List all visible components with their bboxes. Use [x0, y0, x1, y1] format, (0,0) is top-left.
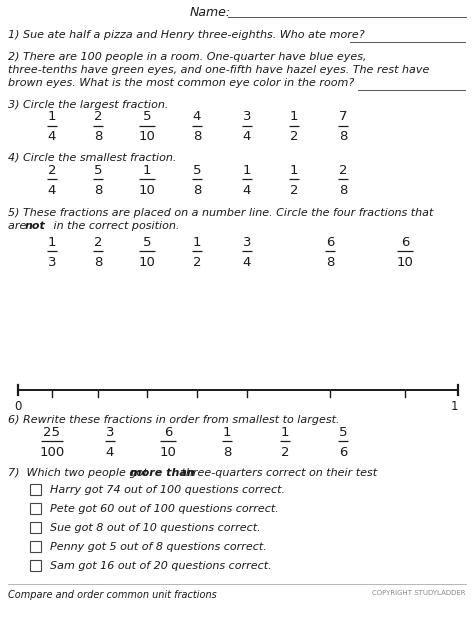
Text: 4: 4 — [243, 256, 251, 268]
Text: more than: more than — [130, 468, 195, 478]
Text: 3: 3 — [106, 426, 114, 438]
Bar — [30, 560, 41, 571]
Text: 5: 5 — [193, 164, 201, 176]
Bar — [30, 503, 41, 514]
Text: 5) These fractions are placed on a number line. Circle the four fractions that: 5) These fractions are placed on a numbe… — [8, 208, 433, 218]
Text: 1: 1 — [243, 164, 251, 176]
Text: 8: 8 — [339, 183, 347, 197]
Text: COPYRIGHT STUDYLADDER: COPYRIGHT STUDYLADDER — [373, 590, 466, 596]
Text: 8: 8 — [193, 183, 201, 197]
Text: 10: 10 — [397, 256, 413, 268]
Text: three-tenths have green eyes, and one-fifth have hazel eyes. The rest have: three-tenths have green eyes, and one-fi… — [8, 65, 429, 75]
Text: 8: 8 — [94, 183, 102, 197]
Text: Name:: Name: — [190, 6, 231, 20]
Text: 6: 6 — [326, 236, 334, 249]
Bar — [30, 541, 41, 552]
Bar — [30, 522, 41, 533]
Text: Compare and order common unit fractions: Compare and order common unit fractions — [8, 590, 217, 600]
Text: 8: 8 — [94, 130, 102, 144]
Text: Penny got 5 out of 8 questions correct.: Penny got 5 out of 8 questions correct. — [50, 542, 267, 552]
Text: Pete got 60 out of 100 questions correct.: Pete got 60 out of 100 questions correct… — [50, 504, 279, 514]
Text: 7: 7 — [339, 111, 347, 123]
Text: 5: 5 — [94, 164, 102, 176]
Text: 6: 6 — [401, 236, 409, 249]
Text: 0: 0 — [14, 400, 22, 413]
Text: 1: 1 — [281, 426, 289, 438]
Text: 1: 1 — [143, 164, 151, 176]
Text: 6: 6 — [339, 445, 347, 459]
Text: Sue got 8 out of 10 questions correct.: Sue got 8 out of 10 questions correct. — [50, 523, 261, 533]
Text: 2: 2 — [94, 111, 102, 123]
Text: are: are — [8, 221, 30, 231]
Text: 6) Rewrite these fractions in order from smallest to largest.: 6) Rewrite these fractions in order from… — [8, 415, 339, 425]
Text: 5: 5 — [339, 426, 347, 438]
Text: 2: 2 — [193, 256, 201, 268]
Text: 25: 25 — [44, 426, 61, 438]
Text: 5: 5 — [143, 236, 151, 249]
Text: 2: 2 — [94, 236, 102, 249]
Text: in the correct position.: in the correct position. — [50, 221, 179, 231]
Text: 10: 10 — [160, 445, 176, 459]
Text: 1) Sue ate half a pizza and Henry three-eighths. Who ate more?: 1) Sue ate half a pizza and Henry three-… — [8, 30, 365, 40]
Text: 6: 6 — [164, 426, 172, 438]
Text: 1: 1 — [290, 164, 298, 176]
Text: 4: 4 — [243, 183, 251, 197]
Text: 1: 1 — [48, 111, 56, 123]
Text: 1: 1 — [290, 111, 298, 123]
Text: 10: 10 — [138, 130, 155, 144]
Text: 2: 2 — [339, 164, 347, 176]
Text: 1: 1 — [450, 400, 458, 413]
Text: 4: 4 — [193, 111, 201, 123]
Text: brown eyes. What is the most common eye color in the room?: brown eyes. What is the most common eye … — [8, 78, 354, 88]
Text: 2: 2 — [290, 130, 298, 144]
Text: 4: 4 — [243, 130, 251, 144]
Text: 8: 8 — [193, 130, 201, 144]
Text: 8: 8 — [94, 256, 102, 268]
Text: 10: 10 — [138, 256, 155, 268]
Text: 2) There are 100 people in a room. One-quarter have blue eyes,: 2) There are 100 people in a room. One-q… — [8, 52, 366, 62]
Text: 4: 4 — [48, 183, 56, 197]
Text: 1: 1 — [48, 236, 56, 249]
Text: 4) Circle the smallest fraction.: 4) Circle the smallest fraction. — [8, 153, 176, 163]
Text: 3: 3 — [243, 111, 251, 123]
Text: 8: 8 — [223, 445, 231, 459]
Text: 1: 1 — [223, 426, 231, 438]
Text: 4: 4 — [48, 130, 56, 144]
Text: 5: 5 — [143, 111, 151, 123]
Text: 2: 2 — [48, 164, 56, 176]
Text: 1: 1 — [193, 236, 201, 249]
Text: 3) Circle the largest fraction.: 3) Circle the largest fraction. — [8, 100, 168, 110]
Text: not: not — [25, 221, 46, 231]
Text: 8: 8 — [326, 256, 334, 268]
Text: 8: 8 — [339, 130, 347, 144]
Text: three-quarters correct on their test: three-quarters correct on their test — [178, 468, 377, 478]
Text: 2: 2 — [281, 445, 289, 459]
Text: 3: 3 — [243, 236, 251, 249]
Text: 7)  Which two people got: 7) Which two people got — [8, 468, 151, 478]
Text: 3: 3 — [48, 256, 56, 268]
Bar — [30, 484, 41, 495]
Text: Sam got 16 out of 20 questions correct.: Sam got 16 out of 20 questions correct. — [50, 561, 272, 571]
Text: Harry got 74 out of 100 questions correct.: Harry got 74 out of 100 questions correc… — [50, 485, 285, 495]
Text: 2: 2 — [290, 183, 298, 197]
Text: 10: 10 — [138, 183, 155, 197]
Text: 4: 4 — [106, 445, 114, 459]
Text: 100: 100 — [39, 445, 64, 459]
